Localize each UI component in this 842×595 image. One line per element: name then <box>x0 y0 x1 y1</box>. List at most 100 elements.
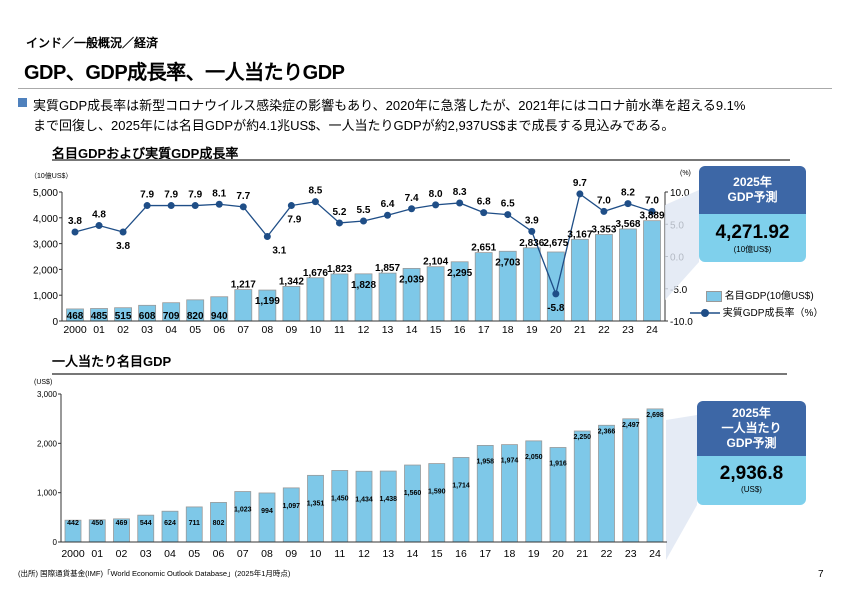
x-tick-label: 08 <box>261 548 273 560</box>
x-tick-label: 19 <box>526 324 538 336</box>
chart1-title: 名目GDPおよび実質GDP成長率 <box>52 146 239 161</box>
growth-label: 4.8 <box>92 210 106 221</box>
growth-point <box>95 222 103 230</box>
growth-label: 7.9 <box>140 190 154 201</box>
callout-title: GDP予測 <box>726 436 777 450</box>
legend-line: 実質GDP成長率（%） <box>690 304 823 319</box>
gdp-bar-label: 3,568 <box>615 219 640 230</box>
x-tick-label: 24 <box>649 548 661 560</box>
growth-label: 7.9 <box>287 215 301 226</box>
per-capita-bar <box>646 408 664 543</box>
x-tick-label: 02 <box>117 324 129 336</box>
growth-point <box>480 209 488 217</box>
growth-point <box>504 211 512 219</box>
y-tick-left: 3,000 <box>33 240 58 251</box>
y-tick-right: -5.0 <box>670 285 688 296</box>
growth-label: 6.5 <box>501 199 515 210</box>
per-capita-bar-label: 544 <box>140 520 152 527</box>
per-capita-bar-label: 1,351 <box>307 500 325 507</box>
gdp-bar-label: 1,828 <box>351 280 376 291</box>
x-tick-label: 23 <box>622 324 634 336</box>
x-tick-label: 06 <box>213 548 225 560</box>
legend-line-swatch <box>690 309 720 318</box>
growth-label: 8.0 <box>429 189 443 200</box>
gdp-bar <box>619 228 637 322</box>
source-note: (出所) 国際通貨基金(IMF)「World Economic Outlook … <box>18 569 291 578</box>
x-tick-label: 13 <box>382 324 394 336</box>
per-capita-bar-label: 1,438 <box>379 496 397 503</box>
x-tick-label: 23 <box>625 548 637 560</box>
gdp-bar <box>643 220 661 322</box>
callout-unit: (10億US$) <box>733 245 772 254</box>
chart2-title: 一人当たり名目GDP <box>52 354 172 369</box>
x-tick-label: 24 <box>646 324 658 336</box>
y-tick-left: 2,000 <box>33 265 58 276</box>
gdp-bar-label: 1,217 <box>231 280 256 291</box>
legend-label: 名目GDP(10億US$) <box>724 291 814 302</box>
x-tick-label: 11 <box>334 548 345 560</box>
gdp-bar-label: 820 <box>187 311 204 322</box>
x-tick-label: 18 <box>504 548 516 560</box>
per-capita-bar <box>428 463 446 543</box>
per-capita-bar-label: 994 <box>261 508 273 515</box>
gdp-bar-label: 3,167 <box>567 229 592 240</box>
x-tick-label: 15 <box>431 548 443 560</box>
gdp-bar-label: 608 <box>139 311 156 322</box>
y-tick-right: 10.0 <box>670 188 690 199</box>
x-tick-label: 07 <box>237 548 249 560</box>
growth-point <box>143 202 151 210</box>
gdp-bar-label: 1,676 <box>303 268 328 279</box>
growth-label: 3.8 <box>116 241 130 252</box>
gdp-bar-label: 940 <box>211 311 228 322</box>
per-capita-bar-label: 442 <box>67 520 79 527</box>
growth-label: 6.4 <box>381 199 395 210</box>
growth-point <box>263 233 271 241</box>
growth-point <box>456 199 464 207</box>
x-tick-label: 11 <box>334 324 345 336</box>
growth-label: 8.3 <box>453 187 467 198</box>
x-tick-label: 14 <box>407 548 419 560</box>
gdp-bar-label: 1,823 <box>327 264 352 275</box>
growth-point <box>360 217 367 225</box>
x-tick-label: 09 <box>286 324 298 336</box>
callout-title: 2025年 <box>733 175 772 189</box>
per-capita-bar-label: 624 <box>164 520 176 527</box>
growth-label: 9.7 <box>573 178 587 189</box>
gdp-bar-label: 3,353 <box>591 224 616 235</box>
x-tick-label: 12 <box>358 324 370 336</box>
growth-point <box>600 207 608 215</box>
growth-point <box>528 227 536 235</box>
per-capita-bar <box>452 457 470 543</box>
per-capita-bar-label: 1,714 <box>452 482 470 489</box>
y-tick: 3,000 <box>37 390 58 399</box>
growth-point <box>408 205 416 213</box>
x-tick-label: 16 <box>454 324 466 336</box>
page-number: 7 <box>818 569 824 580</box>
gdp-bar-label: 2,651 <box>471 243 496 254</box>
gdp-bar-label: 515 <box>115 311 132 322</box>
per-capita-bar <box>404 464 421 543</box>
callout-title: 一人当たり <box>721 421 782 435</box>
per-capita-bar-label: 2,698 <box>646 412 664 419</box>
x-tick-label: 16 <box>455 548 467 560</box>
gdp-bar <box>595 234 613 322</box>
x-tick-label: 2000 <box>63 324 87 336</box>
callout-value: 2,936.8 <box>719 463 784 484</box>
growth-label: 3.1 <box>272 246 286 257</box>
per-capita-bar <box>598 424 615 543</box>
per-capita-bar <box>234 491 252 543</box>
gdp-bar-label: 2,295 <box>447 268 472 279</box>
x-tick-label: 03 <box>140 548 152 560</box>
gdp-bar-label: 2,836 <box>519 238 544 249</box>
x-tick-label: 19 <box>528 548 540 560</box>
y-tick: 0 <box>53 538 58 547</box>
y-unit-left: （10億US$） <box>30 171 72 180</box>
growth-label: 8.5 <box>308 186 322 197</box>
legend-label: 実質GDP成長率（%） <box>722 308 824 319</box>
gdp-bar-label: 3,889 <box>639 211 664 222</box>
gdp-bar-label: 2,104 <box>423 257 448 268</box>
x-tick-label: 13 <box>382 548 394 560</box>
per-capita-bar <box>379 470 397 543</box>
growth-label: 7.9 <box>188 190 202 201</box>
